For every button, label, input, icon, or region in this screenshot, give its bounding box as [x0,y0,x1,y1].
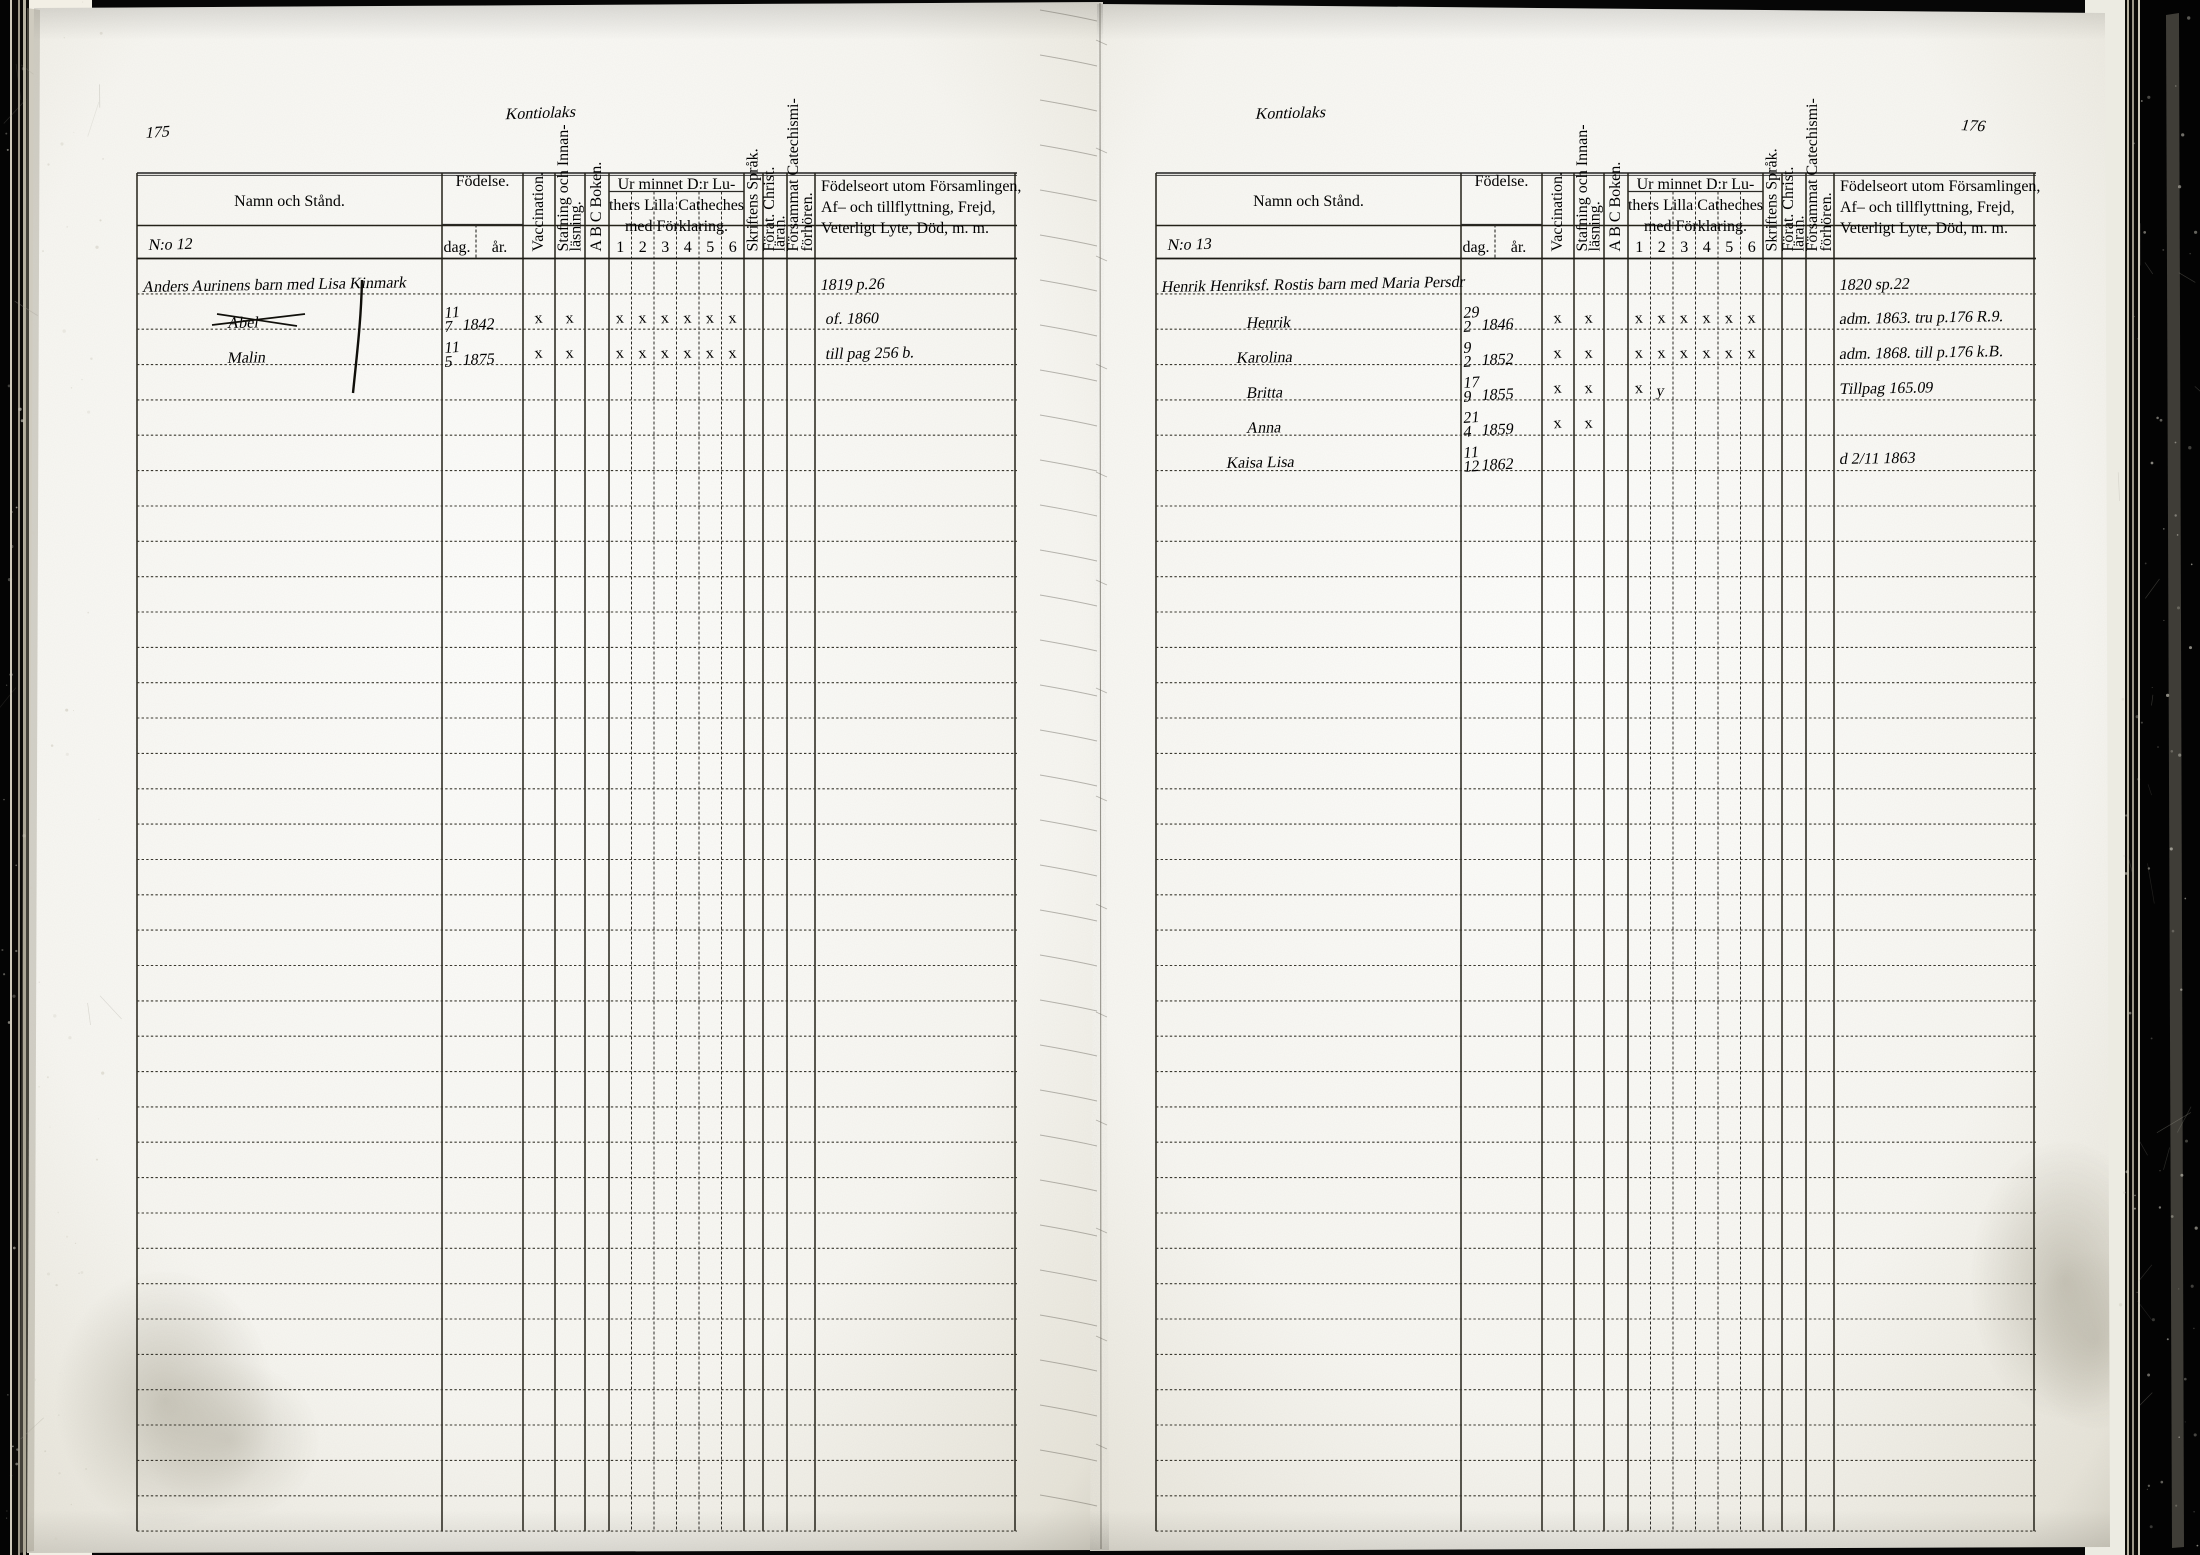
svg-text:1820 sp.22: 1820 sp.22 [1838,276,1911,294]
svg-text:N:o 12: N:o 12 [147,236,193,254]
svg-text:Malin: Malin [226,349,267,367]
svg-text:3: 3 [661,239,669,256]
svg-text:1: 1 [1635,239,1643,256]
svg-text:1855: 1855 [1480,386,1514,404]
svg-text:1862: 1862 [1480,456,1514,474]
svg-text:Födelseort utom Församlingen,: Födelseort utom Församlingen, [1840,178,2040,195]
svg-text:Af– och tillflyttning, Frejd,: Af– och tillflyttning, Frejd, [1840,199,2015,216]
svg-text:175: 175 [144,122,171,142]
svg-text:5: 5 [706,239,714,256]
svg-text:of. 1860: of. 1860 [824,310,880,328]
svg-text:Vaccination.: Vaccination. [1549,172,1566,252]
svg-text:Karolina: Karolina [1235,349,1294,367]
svg-text:med Förklaring.: med Förklaring. [625,218,728,235]
svg-text:5: 5 [1725,239,1733,256]
svg-text:Skriftens Språk.: Skriftens Språk. [745,148,762,251]
svg-text:Kaisa Lisa: Kaisa Lisa [1225,454,1296,472]
svg-text:Britta: Britta [1245,384,1284,402]
svg-text:A B C Boken.: A B C Boken. [1607,162,1624,252]
svg-text:Ur minnet D:r Lu-: Ur minnet D:r Lu- [618,176,736,193]
svg-text:1819 p.26: 1819 p.26 [819,276,886,294]
svg-text:till pag 256 b.: till pag 256 b. [824,345,915,363]
svg-text:läsning.: läsning. [1587,201,1604,251]
svg-text:4: 4 [684,239,692,256]
svg-text:6: 6 [1748,239,1756,256]
svg-text:Födelseort utom Församlingen,: Födelseort utom Församlingen, [821,178,1021,195]
svg-text:2: 2 [639,239,647,256]
svg-text:år.: år. [492,239,508,256]
svg-text:Namn och Stånd.: Namn och Stånd. [1253,193,1364,210]
svg-text:Veterligt Lyte, Död, m. m.: Veterligt Lyte, Död, m. m. [821,220,989,237]
svg-text:förhören.: förhören. [1818,192,1835,251]
svg-text:2: 2 [1658,239,1666,256]
svg-text:Namn och Stånd.: Namn och Stånd. [234,193,345,210]
svg-text:d 2/11 1863: d 2/11 1863 [1838,450,1916,468]
svg-text:läran.: läran. [771,216,788,252]
svg-text:A B C Boken.: A B C Boken. [588,162,605,252]
svg-text:Af– och tillflyttning, Frejd,: Af– och tillflyttning, Frejd, [821,199,996,216]
svg-text:adm. 1863. tru p.176 R.9.: adm. 1863. tru p.176 R.9. [1838,308,2005,328]
svg-text:förhören.: förhören. [799,192,816,251]
svg-text:med Förklaring.: med Förklaring. [1644,218,1747,235]
svg-text:Ur minnet D:r Lu-: Ur minnet D:r Lu- [1637,176,1755,193]
svg-text:6: 6 [729,239,737,256]
svg-text:Kontiolaks: Kontiolaks [504,103,578,123]
svg-text:dag.: dag. [1462,239,1489,256]
svg-text:Tillpag 165.09: Tillpag 165.09 [1838,379,1934,398]
svg-text:Kontiolaks: Kontiolaks [1254,103,1328,123]
svg-text:adm. 1868. till p.176 k.B.: adm. 1868. till p.176 k.B. [1838,343,2005,363]
svg-text:Födelse.: Födelse. [1475,173,1529,190]
svg-text:Henrik: Henrik [1245,314,1293,332]
svg-text:thers Lilla Catheches: thers Lilla Catheches [609,197,744,214]
svg-text:Vaccination.: Vaccination. [530,172,547,252]
svg-text:12: 12 [1463,458,1481,476]
svg-text:1875: 1875 [461,351,495,369]
svg-text:Skriftens Språk.: Skriftens Språk. [1764,148,1781,251]
svg-text:år.: år. [1511,239,1527,256]
svg-text:1859: 1859 [1480,421,1514,439]
svg-text:läran.: läran. [1790,216,1807,252]
svg-text:3: 3 [1680,239,1688,256]
svg-text:1846: 1846 [1480,316,1514,334]
svg-text:1: 1 [616,239,624,256]
svg-text:1852: 1852 [1480,351,1514,369]
svg-text:Anna: Anna [1245,419,1282,437]
svg-text:Födelse.: Födelse. [456,173,510,190]
svg-text:thers Lilla Catheches: thers Lilla Catheches [1628,197,1763,214]
svg-text:läsning.: läsning. [568,201,585,251]
svg-text:Veterligt Lyte, Död, m. m.: Veterligt Lyte, Död, m. m. [1840,220,2008,237]
svg-text:1842: 1842 [461,316,495,334]
svg-text:4: 4 [1703,239,1711,256]
svg-text:N:o 13: N:o 13 [1166,236,1212,254]
svg-text:dag.: dag. [443,239,470,256]
